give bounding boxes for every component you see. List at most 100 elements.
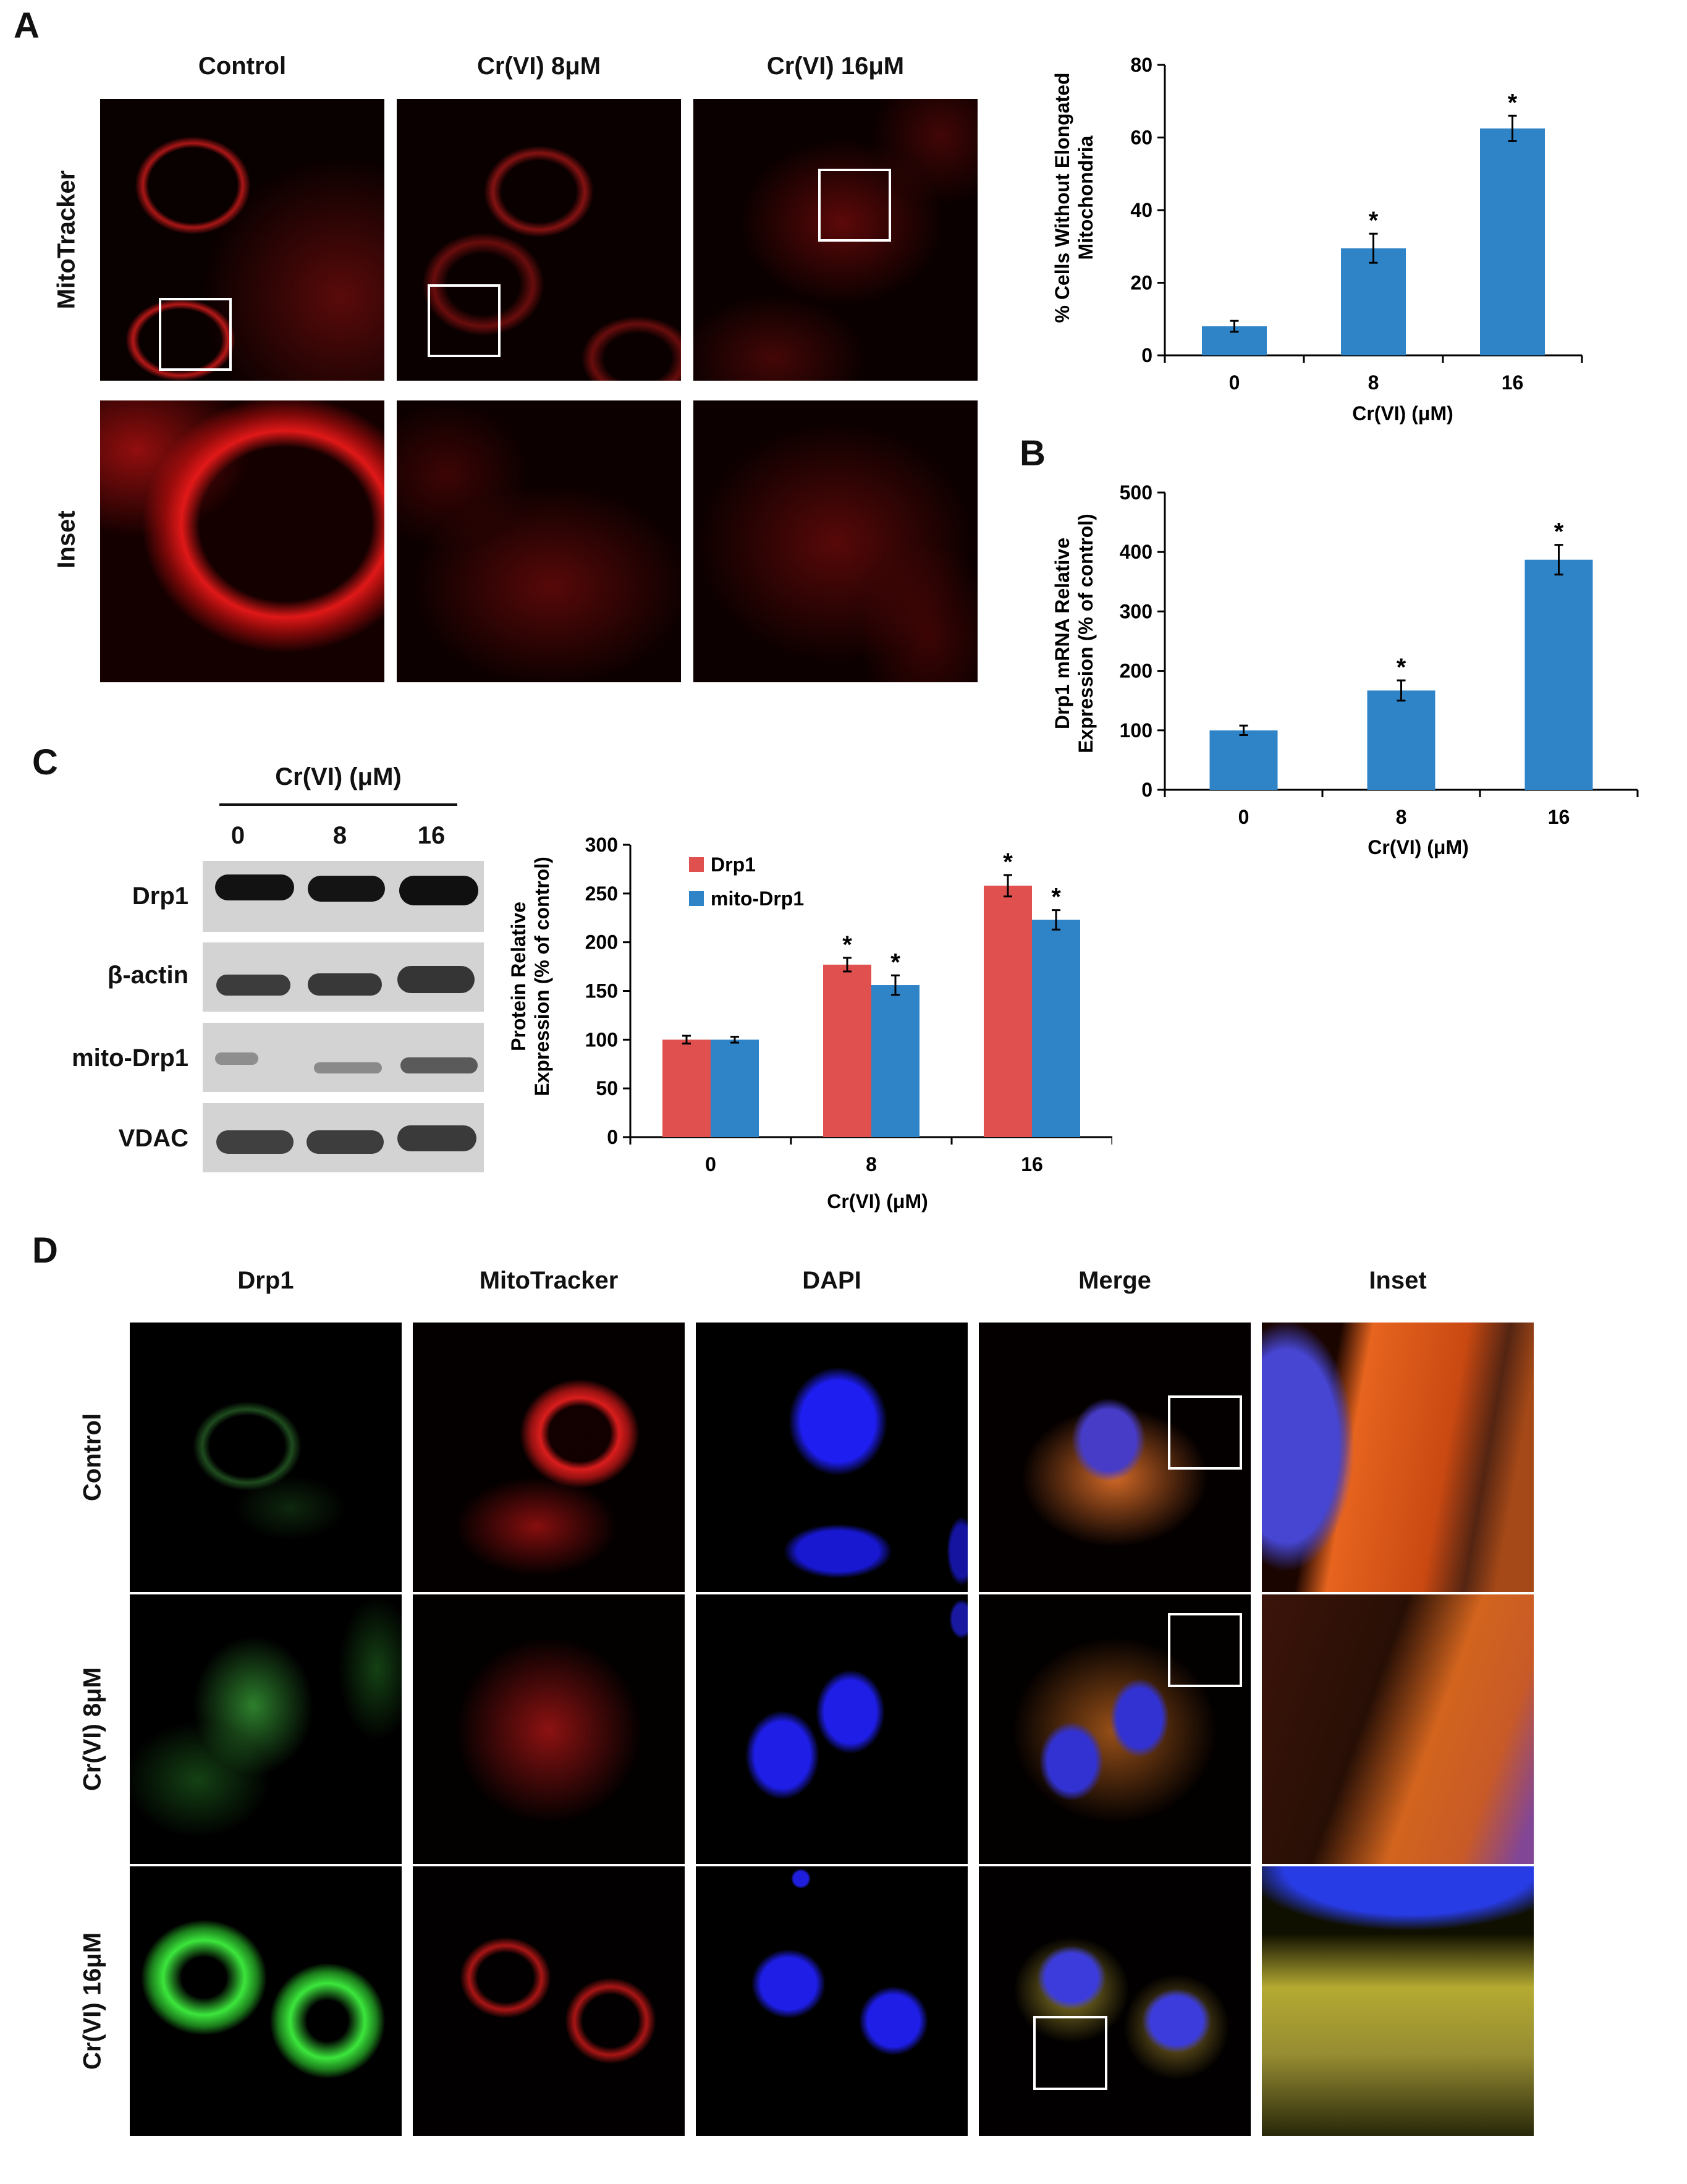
chart-c-xtick-label: 0: [705, 1153, 716, 1175]
panel-a-col-header-8um: Cr(VI) 8μM: [476, 53, 601, 80]
chart-b-ytick-label: 0: [1141, 779, 1152, 801]
chart-a-xtick-label: 16: [1502, 371, 1524, 394]
micrograph-d-16um-drp1: [130, 1866, 402, 2136]
chart-a-ytick-label: 0: [1141, 344, 1152, 366]
chart-c-xlabel: Cr(VI) (μM): [827, 1190, 928, 1213]
chart-b-ylabel-line1: Drp1 mRNA Relative: [1051, 538, 1073, 729]
chart-b-ylabel: Drp1 mRNA Relative Expression (% of cont…: [1051, 514, 1097, 753]
chart-a-xtick-label: 8: [1368, 371, 1379, 394]
chart-c-significance-star: *: [1003, 849, 1013, 876]
panel-a-col-header-16um: Cr(VI) 16μM: [766, 53, 905, 80]
panel-letter-d: D: [32, 1230, 58, 1271]
blot-band: [397, 1125, 476, 1151]
chart-a-xtick-label: 0: [1229, 371, 1240, 394]
chart-c-xtick-label: 16: [1021, 1153, 1043, 1175]
blot-lane-16: 16: [417, 822, 446, 849]
blot-band: [307, 1130, 384, 1154]
chart-a-ylabel-line2: Mitochondria: [1075, 135, 1097, 260]
micrograph-d-8um-merge: [979, 1594, 1251, 1864]
inset-marker-square: [818, 169, 891, 242]
panel-d-col-header-merge: Merge: [1078, 1267, 1151, 1294]
chart-b-ytick-label: 100: [1120, 719, 1152, 742]
micrograph-a-8um-mitotracker: [397, 99, 681, 381]
panel-letter-a: A: [14, 6, 40, 46]
chart-a-xlabel: Cr(VI) (μM): [1352, 402, 1453, 425]
chart-b-bar: [1367, 690, 1435, 790]
chart-b-ytick-label: 500: [1120, 481, 1152, 504]
chart-a-bar: [1341, 248, 1406, 355]
inset-marker-square: [1033, 2016, 1107, 2090]
blot-strip-vdac: [203, 1103, 484, 1172]
blot-row-label-actin: β-actin: [107, 962, 188, 989]
chart-a-ytick-label: 20: [1130, 272, 1152, 294]
chart-a-ytick-label: 80: [1130, 54, 1152, 76]
blot-band: [215, 874, 294, 900]
micrograph-d-8um-dapi: [696, 1594, 968, 1864]
panel-a-row-label-mitotracker: MitoTracker: [53, 170, 80, 310]
inset-marker-square: [159, 298, 232, 371]
chart-b-xtick-label: 16: [1548, 806, 1570, 828]
panel-a-row-label-inset: Inset: [53, 510, 80, 569]
blot-band: [314, 1062, 382, 1073]
chart-c-ylabel-line1: Protein Relative: [507, 902, 530, 1051]
chart-c-significance-star: *: [890, 949, 900, 976]
micrograph-a-control-mitotracker: [100, 99, 384, 381]
micrograph-d-8um-drp1: [130, 1594, 402, 1864]
chart-b-xtick-label: 8: [1396, 806, 1407, 828]
panel-d-col-header-mitotracker: MitoTracker: [479, 1267, 619, 1294]
inset-marker-square: [1168, 1613, 1242, 1687]
chart-b-significance-star: *: [1554, 518, 1564, 546]
micrograph-d-8um-mitotracker: [413, 1594, 685, 1864]
blot-band: [216, 975, 290, 996]
chart-c-ytick-label: 50: [596, 1077, 618, 1099]
legend-swatch-mito-drp1: [689, 891, 704, 906]
blot-lane-8: 8: [332, 822, 347, 849]
chart-c-legend: Drp1 mito-Drp1: [689, 853, 804, 910]
chart-c-ytick-label: 150: [585, 980, 618, 1002]
chart-c-bar: [711, 1039, 759, 1137]
blot-band: [397, 966, 475, 993]
chart-a-ytick-label: 40: [1130, 199, 1152, 221]
blot-band: [400, 1057, 478, 1073]
chart-c-bar: [823, 964, 871, 1137]
panel-d-col-header-drp1: Drp1: [237, 1267, 294, 1294]
chart-b-xtick-label: 0: [1238, 806, 1249, 828]
inset-marker-square: [1168, 1395, 1242, 1470]
chart-b: Drp1 mRNA Relative Expression (% of cont…: [1051, 481, 1639, 858]
blot-header-rule: [219, 803, 457, 806]
blot-band: [216, 1130, 294, 1154]
chart-c-ytick-label: 300: [585, 834, 618, 856]
micrograph-d-16um-inset: [1262, 1866, 1534, 2136]
micrograph-d-control-drp1: [130, 1323, 402, 1592]
micrograph-d-16um-dapi: [696, 1866, 968, 2136]
chart-c-bar: [662, 1039, 711, 1137]
legend-label-drp1: Drp1: [711, 853, 756, 876]
panel-d-row-label-8um: Cr(VI) 8μM: [78, 1667, 106, 1792]
chart-a-bar: [1480, 128, 1545, 355]
panel-d-row-label-control: Control: [78, 1413, 106, 1502]
chart-c-ytick-label: 100: [585, 1028, 618, 1051]
chart-a: % Cells Without Elongated Mitochondria 0…: [1051, 54, 1583, 425]
chart-a-significance-star: *: [1508, 89, 1518, 116]
panel-letter-c: C: [32, 742, 58, 782]
chart-c: Protein Relative Expression (% of contro…: [507, 834, 1112, 1213]
chart-b-ytick-label: 300: [1120, 600, 1152, 622]
chart-a-ytick-label: 60: [1130, 127, 1152, 149]
micrograph-d-8um-inset: [1262, 1594, 1534, 1864]
legend-swatch-drp1: [689, 857, 704, 872]
blot-header: Cr(VI) (μM): [275, 763, 402, 790]
micrograph-d-16um-mitotracker: [413, 1866, 685, 2136]
blot-row-label-drp1: Drp1: [132, 882, 188, 910]
chart-b-ylabel-line2: Expression (% of control): [1075, 514, 1097, 753]
chart-a-ylabel-line1: % Cells Without Elongated: [1051, 72, 1073, 323]
chart-c-significance-star: *: [842, 931, 852, 959]
chart-c-bar: [871, 985, 920, 1137]
chart-b-bar: [1209, 730, 1278, 790]
inset-marker-square: [428, 284, 501, 357]
micrograph-d-control-dapi: [696, 1323, 968, 1592]
chart-a-significance-star: *: [1369, 207, 1379, 234]
chart-b-bar: [1524, 559, 1593, 790]
chart-c-bar: [1032, 920, 1080, 1137]
panel-d-col-header-inset: Inset: [1369, 1267, 1427, 1294]
blot-band: [399, 876, 478, 905]
